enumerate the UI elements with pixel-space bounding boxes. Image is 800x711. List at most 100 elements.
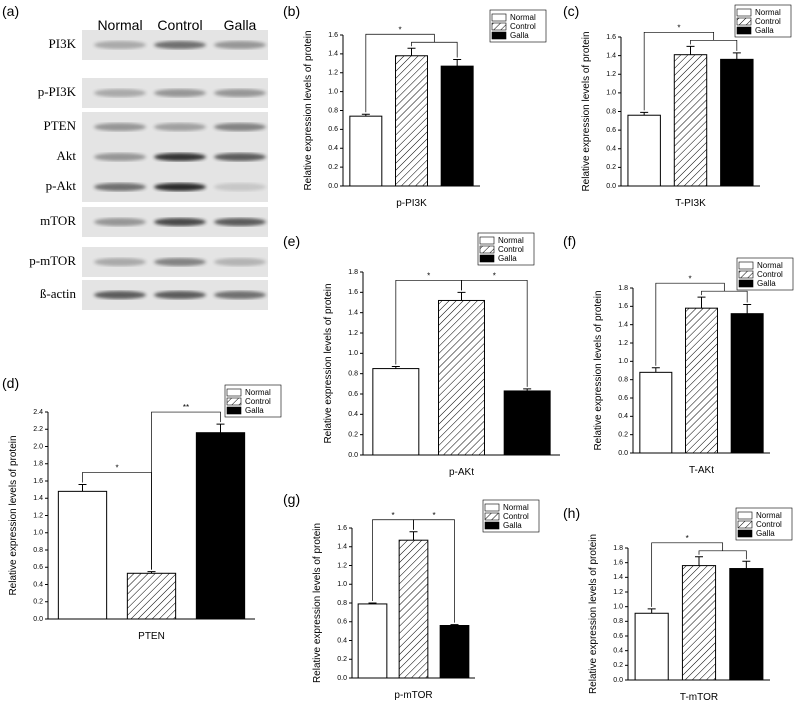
- y-tick-label: 1.0: [328, 88, 338, 95]
- y-tick-label: 0.2: [348, 432, 358, 439]
- blot-band: [154, 153, 206, 161]
- blot-band: [154, 41, 206, 49]
- y-tick-label: 0.0: [33, 616, 43, 623]
- bracket: [651, 542, 724, 607]
- y-tick-label: 0.0: [618, 450, 628, 457]
- error-bar: [407, 47, 416, 56]
- legend-swatch: [736, 26, 752, 35]
- legend-swatch: [226, 406, 242, 415]
- bracket: [701, 290, 748, 303]
- x-axis-label: p-PI3K: [396, 198, 427, 209]
- error-bar: [523, 388, 532, 391]
- legend-label: Normal: [756, 511, 782, 520]
- y-tick-label: 1.4: [613, 574, 623, 581]
- y-tick-label: 0.2: [618, 432, 628, 439]
- blot-band: [214, 41, 266, 49]
- bar: [372, 368, 420, 456]
- legend-swatch: [226, 397, 242, 406]
- blot-band: [94, 258, 146, 266]
- y-tick-label: 0.2: [337, 656, 347, 663]
- legend-label: Galla: [755, 26, 774, 35]
- legend-swatch: [737, 511, 753, 520]
- legend-swatch: [484, 512, 500, 521]
- significance: **: [183, 403, 189, 412]
- y-tick-label: 1.6: [337, 525, 347, 532]
- y-tick-label: 0.0: [328, 183, 338, 190]
- blot-band: [214, 218, 266, 226]
- y-tick-label: 1.2: [348, 330, 358, 337]
- bar: [349, 115, 383, 187]
- significance: *: [427, 271, 430, 280]
- y-tick-label: 0.8: [337, 600, 347, 607]
- legend-swatch: [484, 521, 500, 530]
- error-bar: [450, 624, 459, 626]
- legend-label: Galla: [498, 254, 517, 263]
- error-bar: [216, 423, 225, 433]
- bar: [639, 371, 673, 454]
- significance: *: [689, 274, 692, 283]
- blot-band: [214, 258, 266, 266]
- legend-box: [477, 232, 535, 266]
- bar: [439, 625, 470, 679]
- blot-band: [214, 153, 266, 161]
- legend-box: [489, 9, 547, 43]
- bar: [195, 432, 246, 620]
- y-axis-label: Relative expression levels of protein: [581, 31, 592, 191]
- y-tick-label: 0.0: [337, 675, 347, 682]
- error-bar: [453, 59, 462, 67]
- bar: [57, 490, 108, 620]
- error-bar: [640, 111, 649, 116]
- bar: [730, 313, 764, 454]
- y-tick-label: 1.6: [33, 478, 43, 485]
- y-tick-label: 1.4: [328, 51, 338, 58]
- x-axis-label: p-AKt: [449, 467, 474, 478]
- y-tick-label: 0.4: [613, 648, 623, 655]
- x-axis-label: p-mTOR: [394, 690, 432, 701]
- bar: [634, 612, 669, 681]
- y-tick-label: 1.0: [348, 350, 358, 357]
- y-tick-label: 0.2: [328, 164, 338, 171]
- y-tick-label: 0.0: [606, 183, 616, 190]
- y-tick-label: 0.6: [613, 633, 623, 640]
- bracket: [411, 41, 458, 58]
- legend-label: Normal: [503, 503, 529, 512]
- x-axis-label: T-AKt: [689, 465, 714, 476]
- y-tick-label: 0.8: [606, 108, 616, 115]
- bar: [503, 390, 551, 456]
- legend-label: Normal: [510, 13, 536, 22]
- bracket: [655, 282, 725, 366]
- legend-label: Normal: [245, 388, 271, 397]
- legend-swatch: [479, 245, 495, 254]
- error-bar: [647, 608, 656, 614]
- y-tick-label: 1.2: [613, 589, 623, 596]
- y-tick-label: 1.2: [328, 70, 338, 77]
- bar: [126, 572, 177, 620]
- bar: [685, 307, 718, 454]
- significance: *: [493, 271, 496, 280]
- panel-label: (g): [283, 491, 300, 507]
- significance: *: [115, 464, 118, 473]
- legend-swatch: [738, 261, 754, 270]
- bar: [673, 54, 708, 187]
- y-tick-label: 1.8: [33, 461, 43, 468]
- error-bar: [391, 366, 400, 369]
- y-tick-label: 1.2: [337, 562, 347, 569]
- legend-box: [482, 499, 540, 533]
- legend-label: Galla: [245, 406, 264, 415]
- y-tick-label: 1.0: [613, 604, 623, 611]
- legend-label: Control: [757, 270, 783, 279]
- bar: [357, 603, 388, 679]
- x-axis-label: PTEN: [138, 631, 165, 642]
- blot-row-label: p-Akt: [46, 178, 77, 193]
- legend-label: Galla: [503, 521, 522, 530]
- y-tick-label: 1.6: [613, 560, 623, 567]
- y-tick-label: 0.2: [606, 164, 616, 171]
- y-tick-label: 2.4: [33, 409, 43, 416]
- y-tick-label: 1.2: [618, 340, 628, 347]
- y-tick-label: 0.4: [606, 146, 616, 153]
- y-tick-label: 0.6: [348, 391, 358, 398]
- significance: *: [432, 511, 435, 520]
- y-tick-label: 0.8: [618, 377, 628, 384]
- error-bar: [686, 45, 695, 55]
